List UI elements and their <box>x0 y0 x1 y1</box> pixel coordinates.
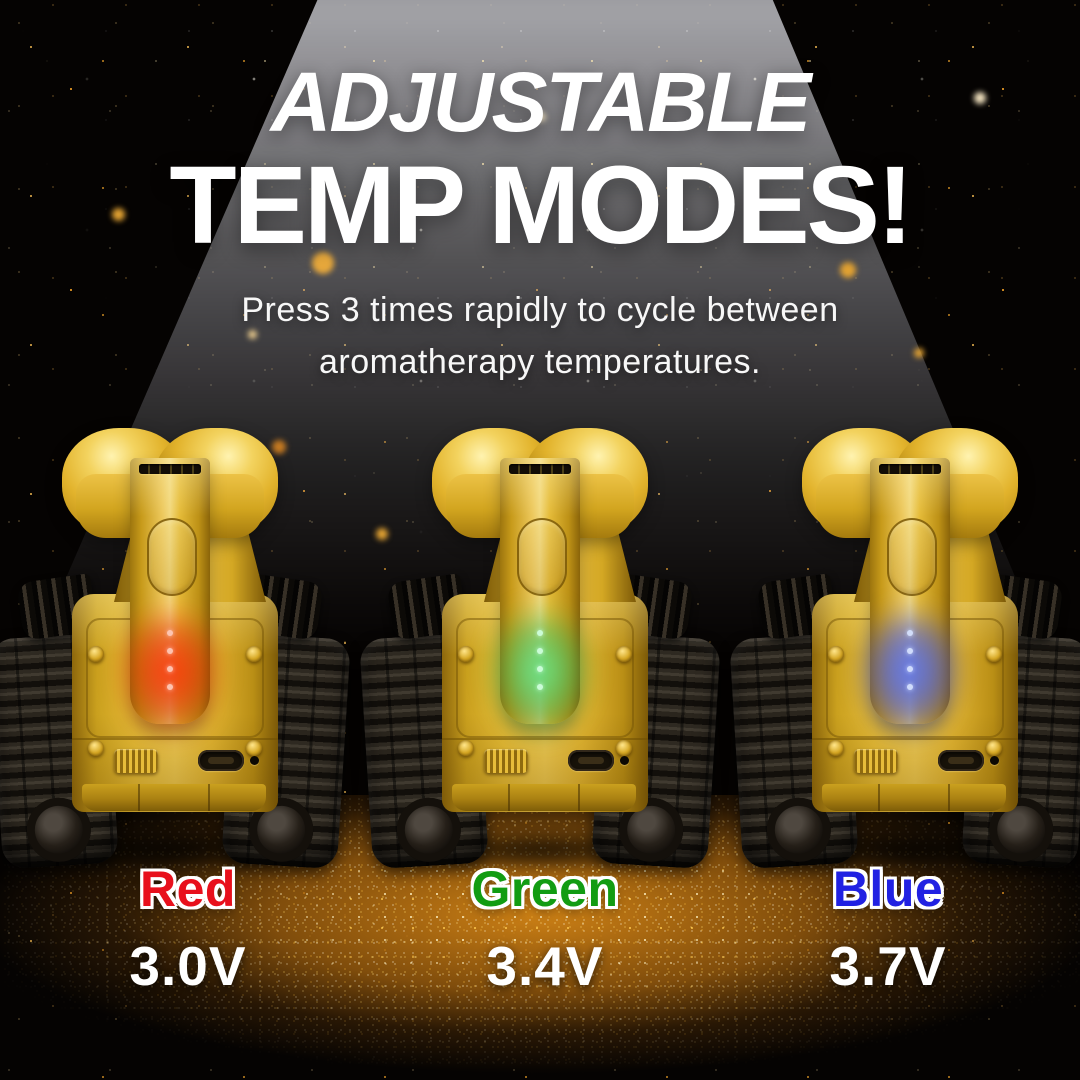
screw <box>986 740 1002 756</box>
mouthpiece-column <box>835 458 985 766</box>
screw <box>88 740 104 756</box>
top-vent <box>509 464 571 474</box>
led-indicator <box>907 684 913 690</box>
mode-label-blue: Blue 3.7V <box>728 860 1048 998</box>
mode-label-red: Red 3.0V <box>28 860 348 998</box>
mouthpiece-column <box>465 458 615 766</box>
screw <box>828 740 844 756</box>
led-indicator <box>907 666 913 672</box>
mode-voltage: 3.7V <box>829 935 947 997</box>
screw <box>246 740 262 756</box>
reset-hole <box>990 756 999 765</box>
led-indicator <box>167 684 173 690</box>
battery-compartment <box>452 784 636 811</box>
battery-compartment <box>822 784 1006 811</box>
top-vent <box>139 464 201 474</box>
screw <box>246 646 262 662</box>
robot-green <box>320 428 760 888</box>
subtitle-line-1: Press 3 times rapidly to cycle between <box>241 291 839 329</box>
robot-head <box>62 428 278 542</box>
led-indicator <box>167 666 173 672</box>
usb-c-port <box>568 750 614 771</box>
mode-name: Blue <box>832 861 944 917</box>
headline-main: TEMP MODES! <box>169 144 913 267</box>
led-indicator <box>537 666 543 672</box>
led-indicator <box>907 630 913 636</box>
reset-hole <box>250 756 259 765</box>
mode-name: Red <box>140 861 236 917</box>
led-indicator <box>907 648 913 654</box>
screw <box>458 740 474 756</box>
mode-voltage: 3.0V <box>129 935 247 997</box>
battery-compartment <box>82 784 266 811</box>
screw <box>616 740 632 756</box>
subtitle: Press 3 times rapidly to cycle between a… <box>0 284 1080 388</box>
headline-italic: ADJUSTABLE <box>270 55 811 149</box>
top-vent <box>879 464 941 474</box>
led-indicator <box>537 630 543 636</box>
mouthpiece-column <box>95 458 245 766</box>
mode-name: Green <box>471 861 619 917</box>
mode-voltage: 3.4V <box>486 935 604 997</box>
robot-blue <box>690 428 1080 888</box>
led-indicator <box>167 648 173 654</box>
mode-label-green: Green 3.4V <box>385 860 705 998</box>
usb-c-port <box>938 750 984 771</box>
screw <box>616 646 632 662</box>
usb-c-port <box>198 750 244 771</box>
screw <box>986 646 1002 662</box>
robot-red <box>0 428 390 888</box>
led-indicator <box>537 648 543 654</box>
led-indicator <box>537 684 543 690</box>
reset-hole <box>620 756 629 765</box>
led-indicator <box>167 630 173 636</box>
subtitle-line-2: aromatherapy temperatures. <box>319 343 761 381</box>
